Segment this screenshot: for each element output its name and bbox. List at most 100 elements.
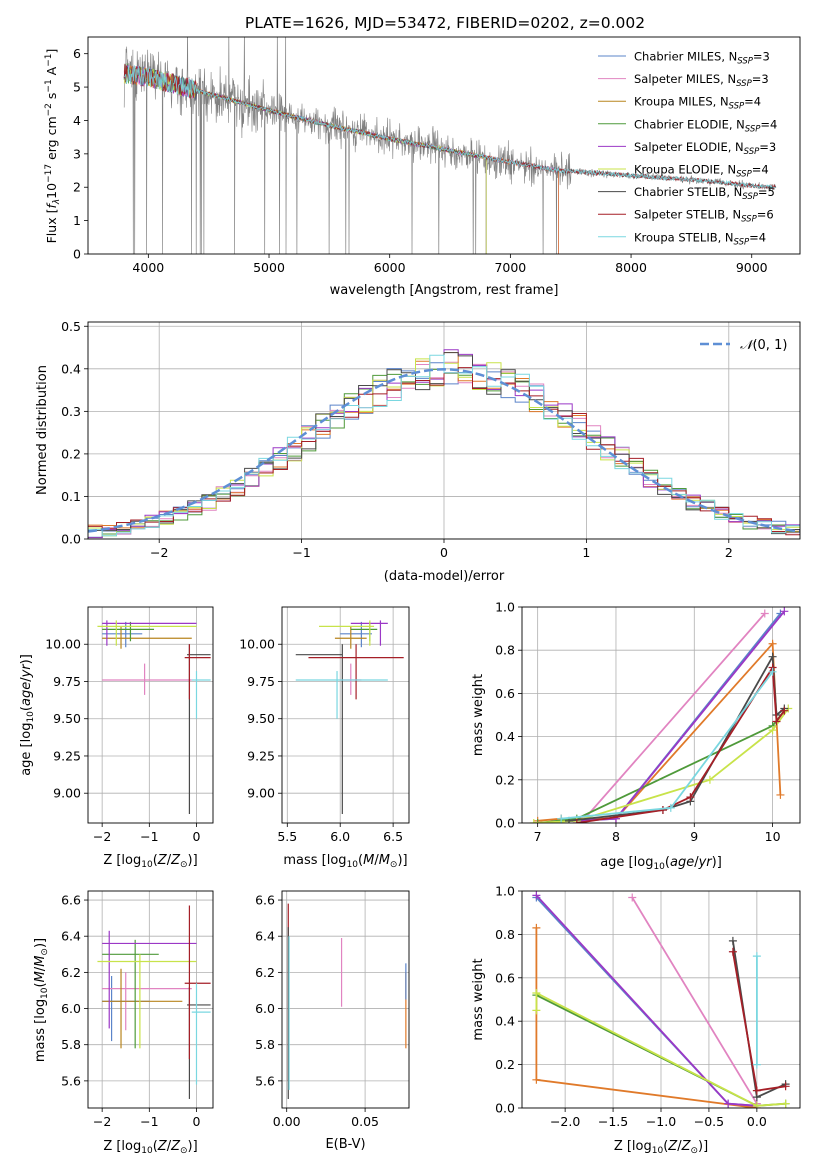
axes-frame — [87, 606, 214, 824]
y-tick-label: 9.25 — [53, 748, 81, 763]
axes-frame — [281, 890, 410, 1109]
x-tick-label: 7000 — [494, 260, 526, 275]
x-tick-label: −2 — [150, 545, 168, 560]
weight-marker-kroupa-elodie — [529, 819, 538, 823]
y-tick-label: 0.0 — [495, 1101, 515, 1116]
y-tick-label: 0 — [73, 247, 81, 262]
x-axis-label: Z [log10(Z/Z⊙)] — [103, 1139, 197, 1156]
axes-frame — [87, 321, 801, 540]
weight-marker-kroupa-elodie — [781, 1099, 790, 1108]
y-axis-label: Flux [fλ10−17 erg cm−2 s−1 A−1] — [44, 49, 62, 244]
y-axis-label: mass weight — [471, 958, 486, 1040]
plot-area-weight-vs-Z — [522, 891, 800, 1108]
y-tick-label: 0.3 — [61, 404, 81, 419]
x-tick-label: 0.00 — [273, 1114, 301, 1129]
x-tick-label: 0.05 — [351, 1114, 379, 1129]
legend-label: Chabrier MILES, NSSP=3 — [634, 50, 770, 67]
x-axis-label: wavelength [Angstrom, rest frame] — [330, 283, 559, 298]
weight-marker-kroupa-miles-line — [532, 1075, 541, 1084]
y-tick-label: 10.00 — [239, 637, 275, 652]
weight-marker-kroupa-elodie — [752, 1101, 761, 1108]
x-tick-label: −2.0 — [550, 1114, 580, 1129]
y-tick-label: 9.00 — [247, 786, 275, 801]
x-tick-label: −1.0 — [646, 1114, 676, 1129]
y-tick-label: 1.0 — [495, 884, 515, 899]
weight-marker-salpeter-stelib — [752, 1086, 761, 1095]
y-tick-label: 9.75 — [53, 674, 81, 689]
legend-label: Chabrier ELODIE, NSSP=4 — [634, 117, 777, 134]
x-axis-label: Z [log10(Z/Z⊙)] — [614, 1139, 708, 1156]
legend-label: Chabrier STELIB, NSSP=5 — [634, 185, 775, 202]
weight-marker-kroupa-elodie — [768, 726, 777, 735]
plot-area-mass-vs-EBV — [282, 891, 409, 1108]
x-tick-label: 0 — [193, 1114, 201, 1129]
y-tick-label: 9.50 — [247, 711, 275, 726]
weight-marker-kroupa-stelib — [666, 803, 675, 812]
y-axis-label: Normed distribution — [35, 365, 50, 495]
y-tick-label: 3 — [73, 146, 81, 161]
x-axis-label: age [log10(age/yr)] — [600, 855, 722, 872]
weight-marker-salpeter-stelib — [780, 706, 789, 715]
y-axis-label: mass weight — [471, 674, 486, 756]
weight-marker-kroupa-stelib — [752, 952, 761, 961]
x-tick-label: 2 — [725, 545, 733, 560]
plot-area-age-vs-Z — [88, 607, 213, 823]
y-tick-label: 0.0 — [495, 816, 515, 831]
weight-marker-salpeter-stelib — [658, 806, 667, 815]
y-tick-label: 9.00 — [53, 786, 81, 801]
y-tick-label: 0.4 — [61, 361, 81, 376]
weight-line-kroupa-elodie — [535, 991, 786, 1107]
x-tick-label: −2 — [93, 1114, 111, 1129]
y-tick-label: 6.6 — [255, 893, 275, 908]
weight-marker-kroupa-elodie — [532, 1006, 541, 1015]
hist-salpeter-stelib — [88, 367, 800, 536]
legend-label: Kroupa STELIB, NSSP=4 — [634, 230, 766, 247]
x-axis-label: E(B-V) — [325, 1137, 365, 1152]
weight-marker-chabrier-stelib — [728, 936, 737, 945]
x-tick-label: 6000 — [374, 260, 406, 275]
x-tick-label: 0 — [193, 829, 201, 844]
x-tick-label: 8000 — [615, 260, 647, 275]
panel-residuals: −2 −1 0 1 2 0.0 0.1 0.2 0.3 0.4 0.5 𝒩(0, 1) (data-mo… — [35, 319, 801, 584]
plot-area-spectrum — [123, 37, 777, 254]
weight-marker-salpeter-stelib — [686, 793, 695, 802]
plot-area-age-vs-mass — [282, 607, 409, 823]
y-tick-label: 0.2 — [61, 446, 81, 461]
y-tick-label: 0.6 — [495, 686, 515, 701]
x-tick-label: 10 — [765, 829, 781, 844]
x-tick-label: 6.5 — [383, 829, 403, 844]
y-tick-label: 6.2 — [61, 965, 81, 980]
weight-line-salpeter-stelib — [576, 664, 786, 823]
y-tick-label: 0.2 — [495, 1057, 515, 1072]
x-tick-label: 5.5 — [277, 829, 297, 844]
weight-marker-salpeter-stelib — [781, 1082, 790, 1091]
weight-marker-salpeter-miles — [760, 609, 769, 618]
weight-marker-salpeter-miles — [628, 893, 637, 902]
x-tick-label: 9000 — [736, 260, 768, 275]
weight-marker-salpeter-stelib — [772, 717, 781, 726]
x-tick-label: 8 — [612, 829, 620, 844]
figure-title: PLATE=1626, MJD=53472, FIBERID=0202, z=0… — [245, 14, 645, 32]
panel-mass-vs-Z: −2 −1 0 5.6 5.8 6.0 6.2 6.4 6.6 Z [log10(Z/Z⊙)] ma… — [33, 890, 214, 1156]
panel-weight-vs-age: 7 8 9 10 0.0 0.2 0.4 0.6 0.8 1.0 mass weight age [l… — [471, 600, 801, 872]
weight-marker-chabrier-stelib — [768, 652, 777, 661]
y-tick-label: 5 — [73, 80, 81, 95]
y-tick-label: 0.5 — [61, 319, 81, 334]
x-tick-label: 9 — [690, 829, 698, 844]
y-tick-label: 1.0 — [495, 600, 515, 615]
axes-frame — [521, 890, 801, 1109]
y-tick-label: 1 — [73, 213, 81, 228]
x-tick-label: 7 — [534, 829, 542, 844]
weight-marker-salpeter-stelib — [728, 947, 737, 956]
axes-frame — [87, 36, 801, 255]
weight-marker-chabrier-elodie — [533, 819, 542, 823]
y-axis-label: age [log10(age/yr)] — [19, 654, 36, 776]
normal-curve — [88, 368, 800, 533]
x-axis-label: mass [log10(M/M⊙)] — [283, 853, 407, 870]
axes-frame — [281, 606, 410, 824]
y-tick-label: 6 — [73, 46, 81, 61]
y-tick-label: 9.25 — [247, 748, 275, 763]
weight-line-salpeter-miles — [631, 897, 758, 1105]
x-tick-label: −1.5 — [598, 1114, 628, 1129]
x-tick-label: −1 — [140, 829, 158, 844]
